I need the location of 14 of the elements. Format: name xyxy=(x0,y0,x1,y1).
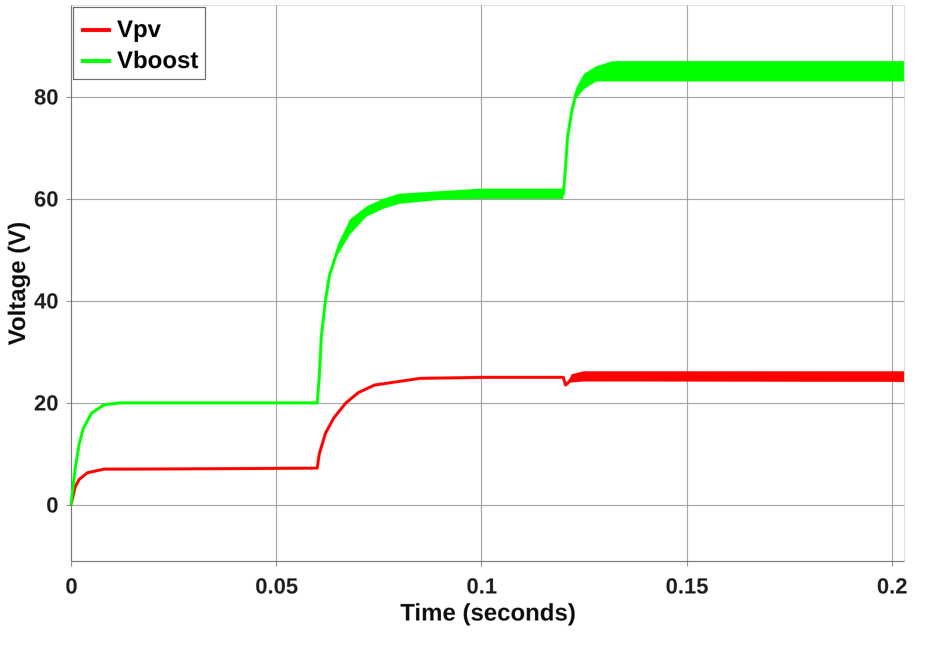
x-axis-title: Time (seconds) xyxy=(400,600,576,626)
y-tick-label: 60 xyxy=(34,186,58,212)
x-tick-label: 0.2 xyxy=(876,574,908,598)
y-axis-title: Voltage (V) xyxy=(4,222,32,346)
y-tick-label: 80 xyxy=(34,84,58,110)
x-tick-label: 0.1 xyxy=(466,574,498,598)
x-tick-label: 0.15 xyxy=(666,574,708,598)
legend-label: Vpv xyxy=(117,16,162,43)
x-tick-label: 0 xyxy=(65,574,78,598)
y-tick-label: 40 xyxy=(34,288,58,314)
x-tick-label: 0.05 xyxy=(255,574,298,598)
y-tick-label: 20 xyxy=(34,390,58,416)
y-tick-label: 0 xyxy=(46,492,58,518)
legend-label: Vboost xyxy=(117,47,198,74)
